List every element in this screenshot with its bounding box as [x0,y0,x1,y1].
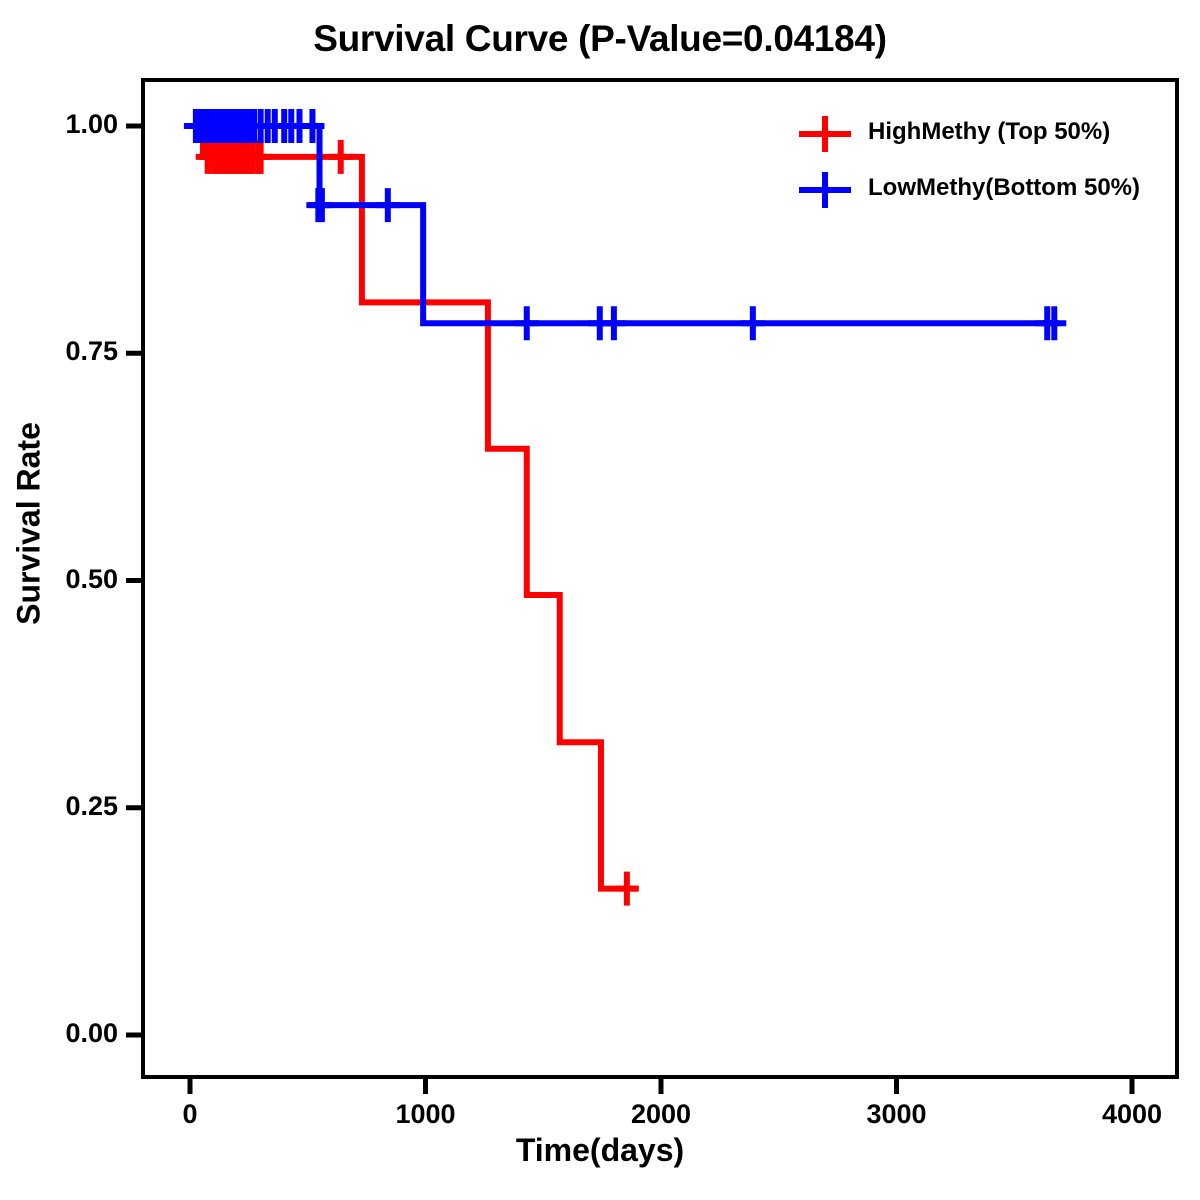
legend-item-label[interactable]: LowMethy(Bottom 50%) [868,174,1140,201]
censor-marker [740,306,765,341]
censor-marker [328,139,353,174]
censor-marker [601,306,626,341]
series-step-line [190,123,638,892]
censor-marker [614,871,639,906]
y-tick-label: 0.00 [65,1018,118,1048]
legend-markers [799,116,851,208]
x-axis-title: Time(days) [515,1132,685,1168]
censor-marker [248,139,273,174]
y-tick-label: 0.25 [65,790,118,821]
plot-border [141,78,1179,1079]
x-tick-label: 2000 [630,1099,692,1129]
y-tick-label: 1.00 [65,109,118,139]
y-tick-label: 0.50 [65,563,118,594]
x-tick-label: 3000 [866,1099,927,1129]
axis-ticks [126,123,1135,1094]
x-tick-label: 0 [182,1099,198,1129]
censor-marker [300,109,325,143]
plot-frame [141,78,1179,1079]
series-step-line [190,123,1059,327]
page-title: Survival Curve (P-Value=0.04184) [313,18,887,59]
x-tick-label: 1000 [395,1099,456,1129]
y-tick-label: 0.75 [65,336,118,367]
series-lines [183,109,1067,906]
legend-marker [799,116,851,152]
x-tick-label: 4000 [1101,1099,1163,1129]
legend-item-label[interactable]: HighMethy (Top 50%) [868,118,1111,145]
censor-marker [375,188,400,223]
legend-marker [799,172,851,208]
censor-marker [1042,306,1067,341]
censor-marker [309,188,334,223]
censor-marker [514,306,539,341]
